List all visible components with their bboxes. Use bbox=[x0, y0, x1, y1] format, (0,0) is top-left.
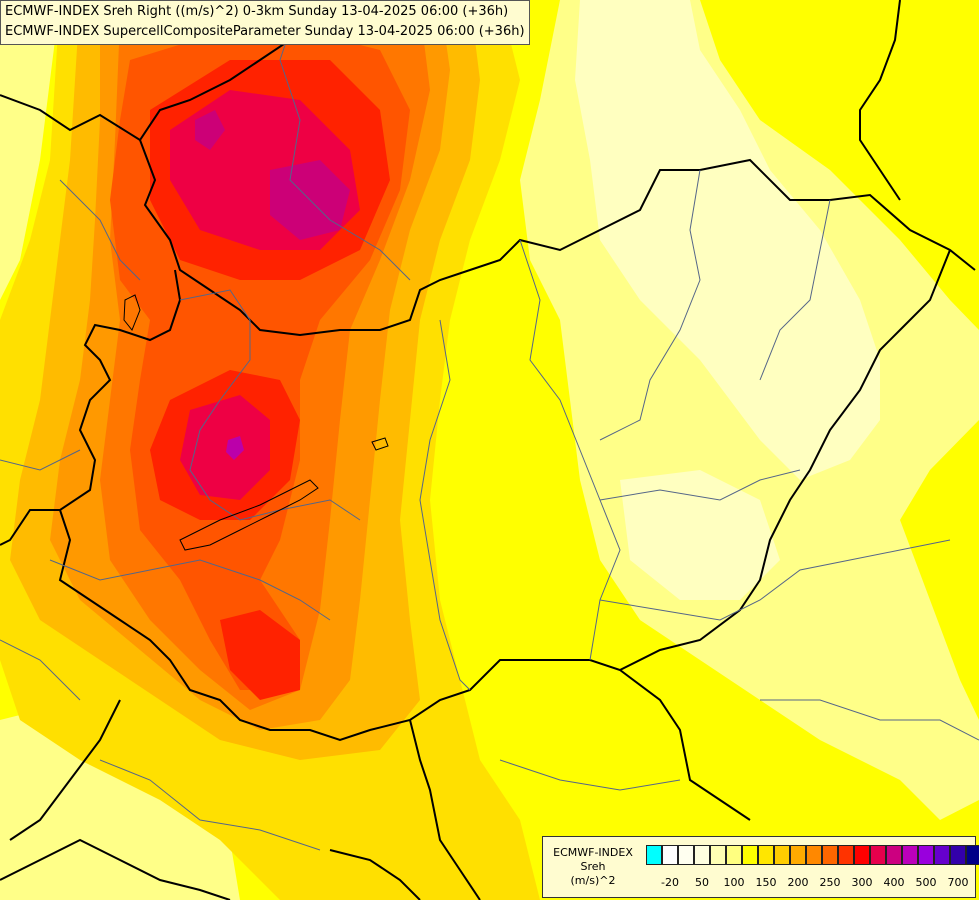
title-line-1: ECMWF-INDEX Sreh Right ((m/s)^2) 0-3km S… bbox=[5, 4, 509, 19]
legend-swatch bbox=[758, 845, 774, 865]
legend-swatch bbox=[902, 845, 918, 865]
legend-swatch bbox=[710, 845, 726, 865]
legend-swatch bbox=[790, 845, 806, 865]
field-crimson-south bbox=[180, 395, 270, 500]
legend-tick-label: 200 bbox=[787, 876, 809, 889]
region-borders bbox=[0, 0, 979, 851]
legend-swatch bbox=[742, 845, 758, 865]
small-lake bbox=[371, 437, 389, 451]
legend-swatch bbox=[918, 845, 934, 865]
legend-tick-label: 500 bbox=[915, 876, 937, 889]
field-light-northwest bbox=[0, 0, 60, 300]
lake-neusiedl bbox=[123, 294, 141, 331]
legend-swatch bbox=[950, 845, 966, 865]
legend-label-line-1: ECMWF-INDEX bbox=[553, 846, 633, 859]
legend-swatch bbox=[662, 845, 678, 865]
legend-swatch bbox=[870, 845, 886, 865]
legend-swatch bbox=[854, 845, 870, 865]
legend-label: ECMWF-INDEX Sreh (m/s)^2 bbox=[549, 846, 637, 888]
legend-swatch bbox=[726, 845, 742, 865]
legend-label-line-3: (m/s)^2 bbox=[570, 874, 616, 887]
color-legend: ECMWF-INDEX Sreh (m/s)^2 -20 50 100 150 200 2… bbox=[542, 836, 979, 898]
legend-tick-label: 700 bbox=[947, 876, 969, 889]
legend-tick-label: 100 bbox=[723, 876, 745, 889]
field-magenta-nw bbox=[195, 110, 225, 150]
legend-swatch bbox=[806, 845, 822, 865]
legend-tick-label: -20 bbox=[661, 876, 679, 889]
legend-swatch bbox=[694, 845, 710, 865]
legend-swatch bbox=[774, 845, 790, 865]
legend-tick-label: 250 bbox=[819, 876, 841, 889]
legend-swatch bbox=[934, 845, 950, 865]
legend-swatch bbox=[822, 845, 838, 865]
legend-tick-label: 50 bbox=[695, 876, 709, 889]
field-magenta-south bbox=[226, 436, 244, 460]
field-pale-northeast bbox=[575, 0, 880, 480]
legend-tick-label: 300 bbox=[851, 876, 873, 889]
legend-tick-label: 400 bbox=[883, 876, 905, 889]
title-line-2: ECMWF-INDEX SupercellCompositeParameter … bbox=[5, 24, 525, 39]
legend-tick-label: 150 bbox=[755, 876, 777, 889]
field-pale-patch-2 bbox=[620, 470, 780, 600]
legend-swatch bbox=[646, 845, 662, 865]
legend-swatch bbox=[886, 845, 902, 865]
lake-balaton bbox=[179, 479, 319, 551]
legend-label-line-2: Sreh bbox=[580, 860, 606, 873]
legend-swatch bbox=[678, 845, 694, 865]
field-red-patch bbox=[220, 610, 300, 700]
legend-swatch bbox=[966, 845, 979, 865]
title-box: ECMWF-INDEX Sreh Right ((m/s)^2) 0-3km S… bbox=[0, 0, 530, 45]
legend-swatch bbox=[838, 845, 854, 865]
